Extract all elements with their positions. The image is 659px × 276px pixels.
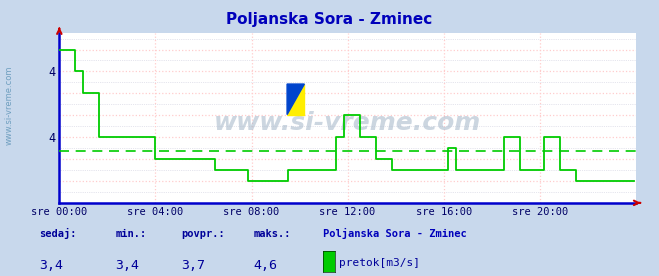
Text: povpr.:: povpr.: xyxy=(181,229,225,239)
Text: min.:: min.: xyxy=(115,229,146,239)
Text: 3,4: 3,4 xyxy=(115,259,139,272)
Text: sedaj:: sedaj: xyxy=(40,228,77,239)
Text: pretok[m3/s]: pretok[m3/s] xyxy=(339,258,420,268)
Text: www.si-vreme.com: www.si-vreme.com xyxy=(5,65,14,145)
Text: 4,6: 4,6 xyxy=(254,259,277,272)
Text: maks.:: maks.: xyxy=(254,229,291,239)
Text: Poljanska Sora - Zminec: Poljanska Sora - Zminec xyxy=(323,228,467,239)
Text: www.si-vreme.com: www.si-vreme.com xyxy=(214,111,481,135)
Text: 3,7: 3,7 xyxy=(181,259,205,272)
Polygon shape xyxy=(287,84,304,115)
Text: 3,4: 3,4 xyxy=(40,259,63,272)
Text: Poljanska Sora - Zminec: Poljanska Sora - Zminec xyxy=(227,12,432,27)
Polygon shape xyxy=(287,84,304,115)
